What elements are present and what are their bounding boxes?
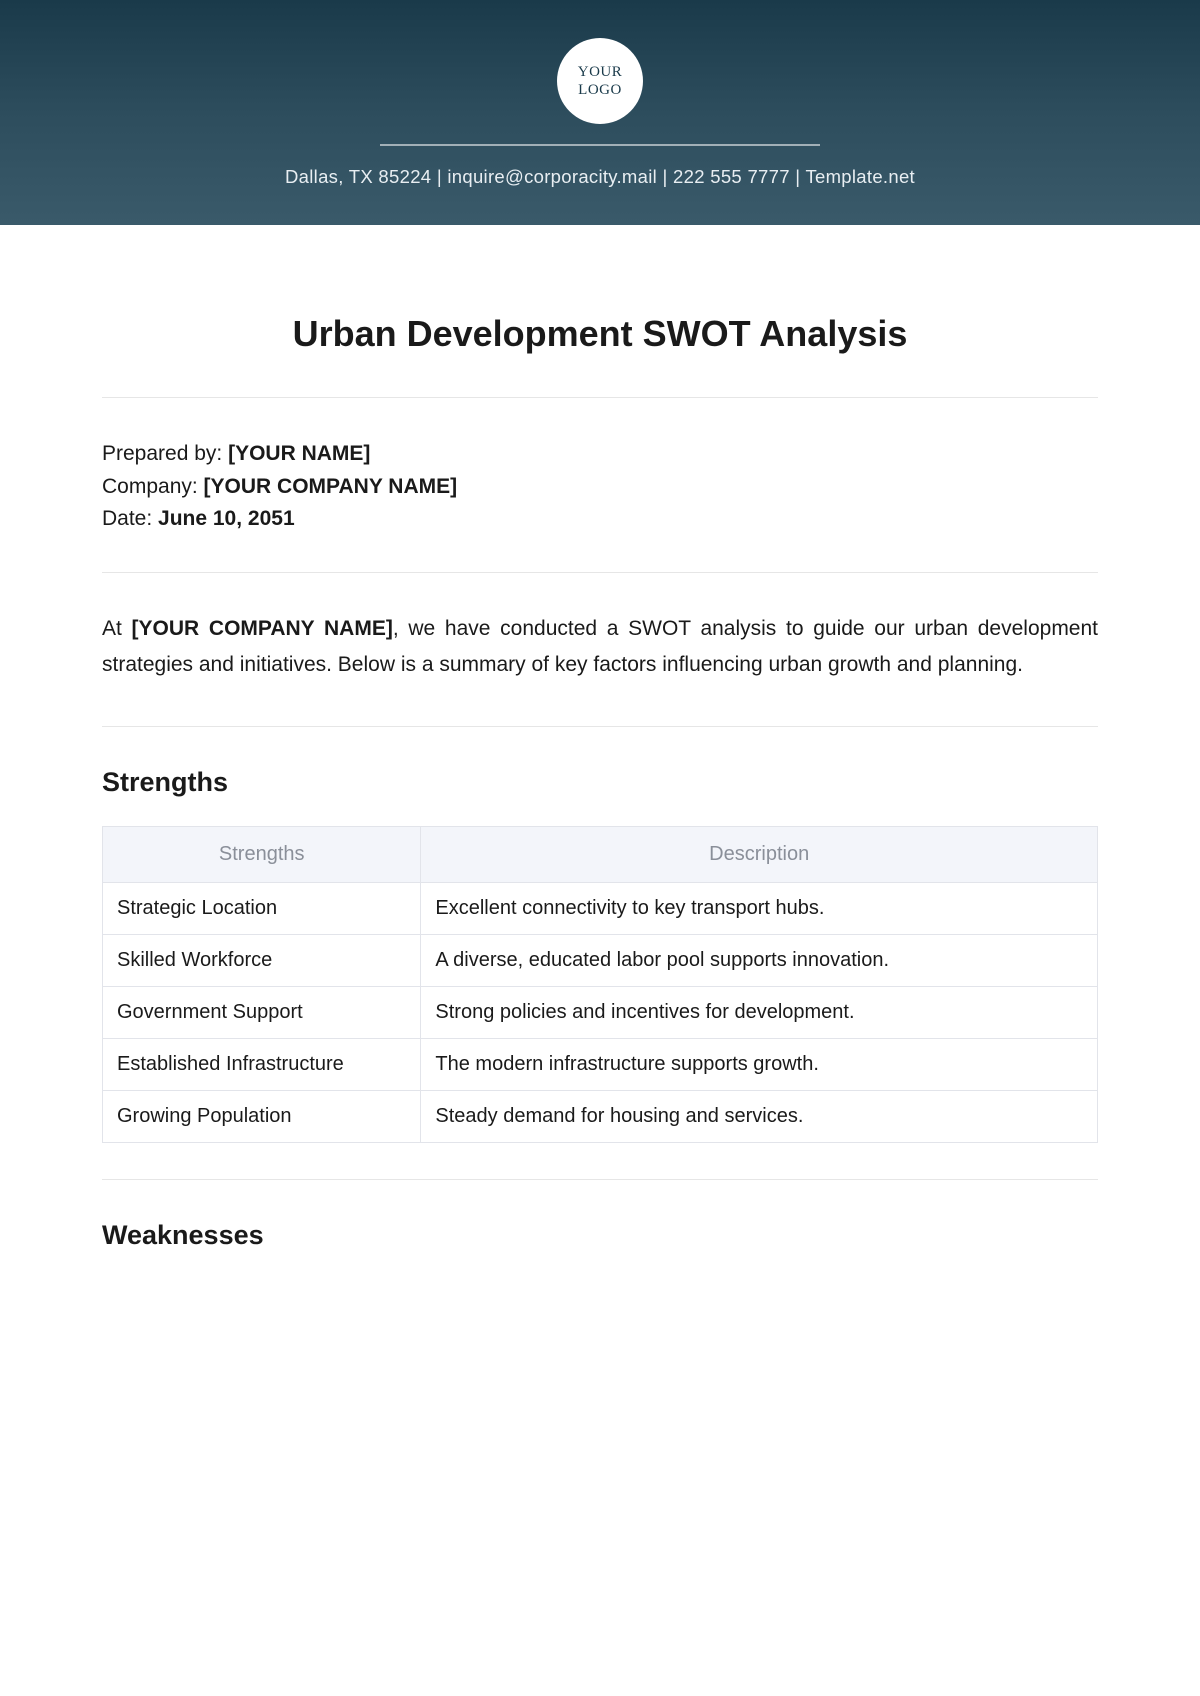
- strengths-section: Strengths Strengths Description Strategi…: [102, 727, 1098, 1179]
- date-value: June 10, 2051: [158, 507, 295, 530]
- logo-line2: LOGO: [578, 81, 622, 99]
- company-value: [YOUR COMPANY NAME]: [204, 475, 458, 498]
- table-row: Government Support Strong policies and i…: [103, 987, 1098, 1039]
- table-row: Strategic Location Excellent connectivit…: [103, 883, 1098, 935]
- table-row: Growing Population Steady demand for hou…: [103, 1091, 1098, 1143]
- date-label: Date:: [102, 507, 158, 530]
- intro-prefix: At: [102, 617, 132, 640]
- prepared-by-value: [YOUR NAME]: [228, 442, 370, 465]
- prepared-by-label: Prepared by:: [102, 442, 228, 465]
- col-header-strengths: Strengths: [103, 827, 421, 883]
- cell-description: A diverse, educated labor pool supports …: [421, 935, 1098, 987]
- page-title: Urban Development SWOT Analysis: [102, 313, 1098, 355]
- strengths-table: Strengths Description Strategic Location…: [102, 826, 1098, 1143]
- weaknesses-heading: Weaknesses: [102, 1220, 1098, 1251]
- table-row: Skilled Workforce A diverse, educated la…: [103, 935, 1098, 987]
- header-divider: [380, 144, 820, 146]
- header-banner: YOUR LOGO Dallas, TX 85224 | inquire@cor…: [0, 0, 1200, 225]
- cell-description: Steady demand for housing and services.: [421, 1091, 1098, 1143]
- logo-line1: YOUR: [578, 63, 623, 81]
- document-content: Urban Development SWOT Analysis Prepared…: [0, 225, 1200, 1355]
- table-header-row: Strengths Description: [103, 827, 1098, 883]
- intro-paragraph: At [YOUR COMPANY NAME], we have conducte…: [102, 611, 1098, 685]
- cell-description: Strong policies and incentives for devel…: [421, 987, 1098, 1039]
- intro-company: [YOUR COMPANY NAME]: [132, 617, 393, 640]
- table-row: Established Infrastructure The modern in…: [103, 1039, 1098, 1091]
- date-line: Date: June 10, 2051: [102, 503, 1098, 536]
- meta-block: Prepared by: [YOUR NAME] Company: [YOUR …: [102, 398, 1098, 572]
- contact-line: Dallas, TX 85224 | inquire@corporacity.m…: [285, 166, 915, 188]
- logo-placeholder: YOUR LOGO: [557, 38, 643, 124]
- strengths-heading: Strengths: [102, 767, 1098, 798]
- weaknesses-section: Weaknesses: [102, 1180, 1098, 1315]
- cell-description: The modern infrastructure supports growt…: [421, 1039, 1098, 1091]
- company-label: Company:: [102, 475, 204, 498]
- prepared-by-line: Prepared by: [YOUR NAME]: [102, 438, 1098, 471]
- cell-strength: Skilled Workforce: [103, 935, 421, 987]
- cell-strength: Government Support: [103, 987, 421, 1039]
- cell-strength: Strategic Location: [103, 883, 421, 935]
- cell-strength: Growing Population: [103, 1091, 421, 1143]
- col-header-description: Description: [421, 827, 1098, 883]
- company-line: Company: [YOUR COMPANY NAME]: [102, 471, 1098, 504]
- cell-description: Excellent connectivity to key transport …: [421, 883, 1098, 935]
- intro-block: At [YOUR COMPANY NAME], we have conducte…: [102, 573, 1098, 727]
- cell-strength: Established Infrastructure: [103, 1039, 421, 1091]
